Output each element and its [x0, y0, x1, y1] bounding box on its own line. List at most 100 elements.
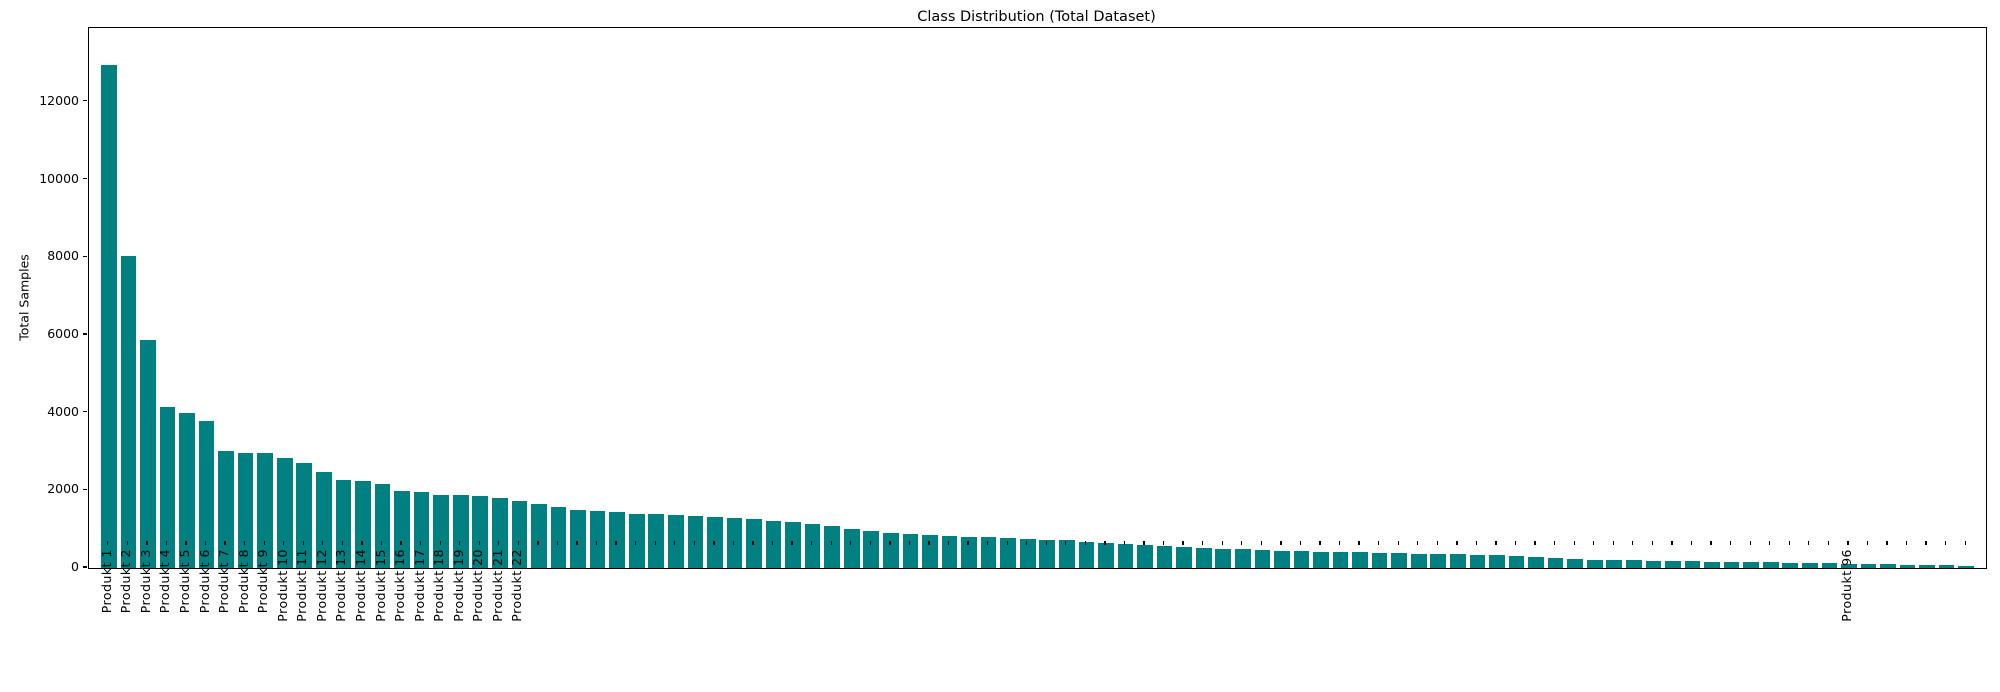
- x-axis-tick: [889, 541, 891, 546]
- x-axis-tick: [732, 541, 735, 546]
- x-axis-tick: [615, 541, 617, 546]
- bar: [1176, 547, 1192, 568]
- x-tick-label: Produkt 4: [157, 549, 173, 614]
- x-axis-tick: [713, 541, 715, 546]
- y-axis-tick: [82, 255, 87, 257]
- bar: [1313, 551, 1329, 568]
- bar: [335, 480, 352, 568]
- bar: [628, 513, 645, 568]
- x-axis-tick: [361, 541, 363, 546]
- bar: [1332, 552, 1349, 568]
- bar: [237, 453, 254, 568]
- x-tick-label: Produkt 15: [372, 549, 388, 622]
- bar: [1801, 562, 1818, 568]
- x-tick-label: Produkt 9: [255, 549, 271, 614]
- bar: [159, 406, 176, 568]
- bar: [843, 528, 860, 568]
- x-axis-tick: [341, 541, 344, 546]
- x-axis-tick: [752, 541, 754, 546]
- chart-title: Class Distribution (Total Dataset): [917, 9, 1156, 25]
- x-axis-tick: [1417, 541, 1419, 546]
- bar: [433, 494, 449, 568]
- x-tick-label: Produkt 10: [274, 549, 290, 622]
- bar: [140, 339, 156, 568]
- x-axis-tick: [830, 541, 832, 546]
- bar: [531, 503, 547, 568]
- x-tick-label: Produkt 3: [137, 549, 153, 614]
- x-axis-tick: [1006, 541, 1008, 546]
- x-tick-label: Produkt 16: [392, 549, 408, 622]
- x-axis-tick: [380, 541, 383, 546]
- x-axis-tick: [459, 541, 461, 546]
- bar: [1215, 548, 1232, 568]
- bar: [648, 514, 665, 568]
- x-axis-tick: [322, 541, 324, 546]
- x-axis-tick: [1905, 541, 1908, 546]
- bar: [1586, 559, 1603, 568]
- x-tick-label: Produkt 20: [470, 549, 486, 622]
- x-axis-tick: [1534, 541, 1536, 546]
- x-axis-tick: [595, 541, 598, 546]
- bar: [1919, 564, 1935, 568]
- x-tick-label: Produkt 11: [294, 549, 310, 622]
- x-axis-tick: [869, 541, 871, 546]
- bar: [198, 421, 215, 568]
- bar: [1254, 550, 1271, 568]
- bar: [1352, 552, 1368, 568]
- x-axis-tick: [1123, 541, 1126, 546]
- x-axis-tick: [1202, 541, 1204, 546]
- bar: [179, 413, 195, 568]
- bar: [883, 533, 899, 568]
- x-axis-tick: [1026, 541, 1028, 546]
- bar: [1274, 550, 1290, 568]
- x-axis-tick: [146, 541, 148, 546]
- x-axis-tick: [478, 541, 480, 546]
- bar: [746, 519, 762, 568]
- bar: [1723, 561, 1740, 568]
- bar: [1117, 543, 1134, 568]
- bar: [1508, 555, 1525, 568]
- x-tick-label: Produkt 6: [196, 549, 212, 614]
- bar: [1156, 546, 1173, 568]
- bar: [491, 498, 508, 568]
- x-axis-tick: [693, 541, 695, 546]
- bar: [1684, 561, 1701, 568]
- x-tick-label: Produkt 2: [118, 549, 134, 614]
- bar: [374, 484, 391, 568]
- x-axis-tick: [1788, 541, 1790, 546]
- x-axis-tick: [908, 541, 911, 546]
- x-axis-tick: [1573, 541, 1575, 546]
- x-axis-tick: [243, 541, 246, 546]
- x-axis-tick: [1749, 541, 1751, 546]
- bar: [961, 536, 977, 568]
- x-axis-tick: [1495, 541, 1497, 546]
- x-axis-tick: [1182, 541, 1184, 546]
- bar: [804, 524, 821, 568]
- y-axis-tick: [82, 177, 87, 180]
- bar: [1469, 554, 1486, 568]
- x-axis-tick: [517, 541, 520, 546]
- x-tick-label: Produkt 13: [333, 549, 349, 622]
- y-tick-label: 12000: [39, 92, 79, 108]
- x-axis-tick: [400, 541, 402, 546]
- bar: [1059, 540, 1075, 568]
- x-axis-tick: [1260, 541, 1262, 546]
- bar: [1430, 554, 1447, 568]
- bar: [511, 501, 528, 568]
- x-axis-tick: [1671, 541, 1673, 546]
- x-axis-tick: [674, 541, 676, 546]
- x-tick-label: Produkt 19: [450, 549, 466, 622]
- bar: [1234, 549, 1251, 568]
- y-axis-tick: [82, 100, 87, 102]
- bar: [707, 517, 723, 568]
- x-axis-tick: [850, 541, 852, 546]
- x-axis-tick: [283, 541, 285, 546]
- x-axis-tick: [107, 541, 109, 546]
- x-axis-tick: [1612, 541, 1614, 546]
- bar: [1704, 561, 1720, 568]
- x-axis-tick: [967, 541, 969, 546]
- bar: [1098, 542, 1114, 568]
- bar: [1762, 562, 1779, 568]
- y-tick-label: 0: [71, 559, 79, 574]
